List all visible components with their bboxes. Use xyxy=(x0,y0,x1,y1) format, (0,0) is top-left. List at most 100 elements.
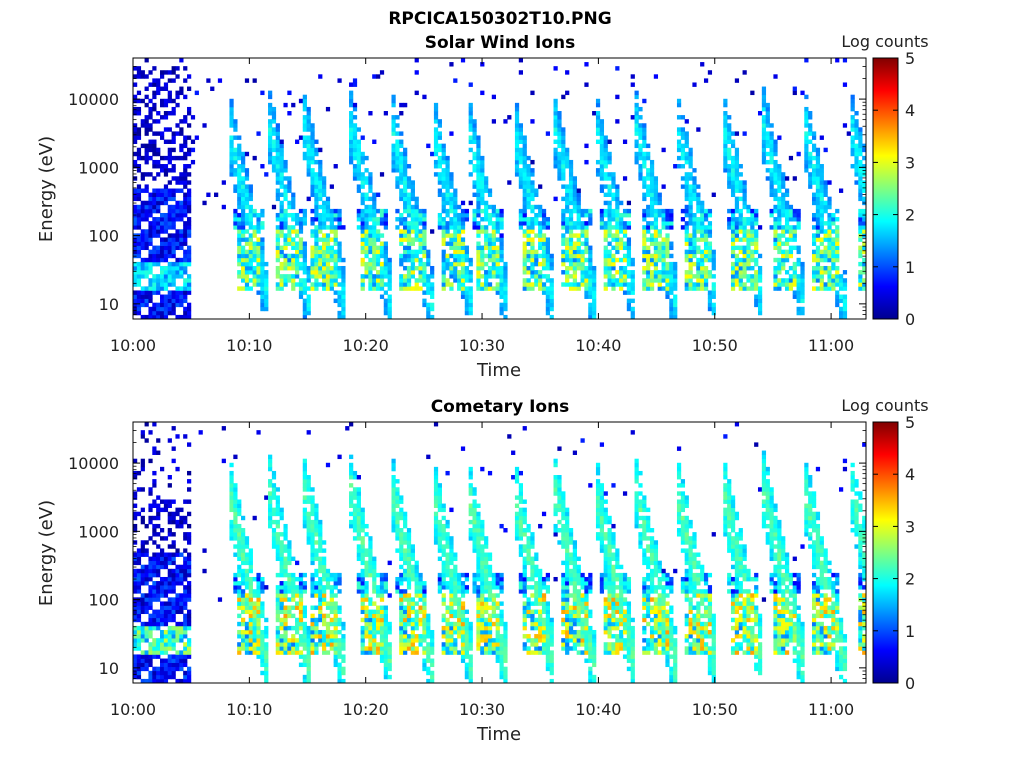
heatmap-cell xyxy=(133,270,138,275)
heatmap-cell xyxy=(765,106,770,112)
heatmap-cell xyxy=(703,274,709,279)
heatmap-cell xyxy=(460,212,466,218)
heatmap-cell xyxy=(595,119,601,124)
heatmap-cell xyxy=(264,658,269,663)
heatmap-cell xyxy=(622,270,628,275)
heatmap-cell xyxy=(568,164,574,169)
heatmap-cell xyxy=(484,241,489,246)
heatmap-cell xyxy=(811,274,817,279)
heatmap-cell xyxy=(642,159,647,165)
heatmap-cell xyxy=(599,221,605,226)
heatmap-cell xyxy=(322,253,327,259)
heatmap-cell xyxy=(796,217,801,222)
heatmap-cell xyxy=(244,605,250,610)
heatmap-cell xyxy=(160,507,165,513)
heatmap-cell xyxy=(684,282,689,287)
heatmap-cell xyxy=(183,176,188,181)
heatmap-cell xyxy=(784,176,790,181)
heatmap-cell xyxy=(568,184,574,189)
heatmap-cell xyxy=(808,155,813,161)
heatmap-cell xyxy=(237,241,242,246)
heatmap-cell xyxy=(727,155,732,161)
heatmap-cell xyxy=(271,483,277,488)
heatmap-cell xyxy=(437,176,442,181)
heatmap-cell xyxy=(256,650,261,655)
heatmap-cell xyxy=(746,278,751,283)
heatmap-cell xyxy=(468,294,473,299)
heatmap-cell xyxy=(160,499,165,504)
heatmap-cell xyxy=(133,552,138,557)
heatmap-cell xyxy=(133,131,138,136)
heatmap-cell xyxy=(295,241,300,246)
heatmap-cell xyxy=(167,552,172,557)
heatmap-cell xyxy=(858,176,863,181)
heatmap-cell xyxy=(379,253,385,259)
heatmap-cell xyxy=(819,212,824,218)
heatmap-cell xyxy=(379,270,385,275)
heatmap-cell xyxy=(287,589,292,594)
heatmap-cell xyxy=(514,143,520,149)
heatmap-cell xyxy=(538,282,543,287)
heatmap-cell xyxy=(187,581,192,586)
heatmap-cell xyxy=(553,106,558,112)
heatmap-cell xyxy=(688,188,693,193)
heatmap-cell xyxy=(136,245,142,251)
heatmap-cell xyxy=(167,90,172,96)
heatmap-cell xyxy=(140,629,145,635)
heatmap-cell xyxy=(167,241,172,246)
heatmap-cell xyxy=(862,184,867,189)
heatmap-cell xyxy=(530,221,535,226)
heatmap-cell xyxy=(136,310,142,316)
heatmap-cell xyxy=(314,151,319,157)
heatmap-cell xyxy=(295,245,300,251)
heatmap-cell xyxy=(603,261,608,267)
heatmap-cell xyxy=(156,164,161,169)
heatmap-cell xyxy=(476,245,481,251)
heatmap-cell xyxy=(221,426,226,431)
x-tick-label: 10:40 xyxy=(575,336,621,355)
heatmap-cell xyxy=(133,662,138,668)
heatmap-cell xyxy=(133,470,138,476)
heatmap-cell xyxy=(561,217,566,222)
heatmap-cell xyxy=(850,115,855,120)
heatmap-cell xyxy=(669,302,674,308)
heatmap-cell xyxy=(514,131,520,136)
heatmap-cell xyxy=(630,74,635,79)
heatmap-cell xyxy=(514,115,520,120)
heatmap-cell xyxy=(233,507,238,513)
heatmap-cell xyxy=(152,564,157,570)
heatmap-cell xyxy=(476,196,481,202)
heatmap-cell xyxy=(445,168,450,173)
heatmap-cell xyxy=(399,229,404,234)
heatmap-cell xyxy=(696,265,701,271)
heatmap-cell xyxy=(557,135,562,140)
heatmap-cell xyxy=(526,188,531,193)
heatmap-cell xyxy=(237,544,242,549)
heatmap-cell xyxy=(684,257,689,263)
heatmap-cell xyxy=(738,180,743,185)
heatmap-cell xyxy=(761,102,767,108)
heatmap-cell xyxy=(754,208,759,214)
heatmap-cell xyxy=(854,127,859,132)
x-tick-label: 10:00 xyxy=(110,336,156,355)
heatmap-cell xyxy=(399,221,404,226)
heatmap-cell xyxy=(175,66,180,71)
heatmap-cell xyxy=(349,115,354,120)
heatmap-cell xyxy=(665,265,670,271)
heatmap-cell xyxy=(495,245,500,251)
heatmap-cell xyxy=(287,278,292,283)
heatmap-cell xyxy=(661,147,666,153)
heatmap-cell xyxy=(163,617,169,623)
heatmap-cell xyxy=(769,143,774,149)
heatmap-cell xyxy=(167,613,172,619)
heatmap-cell xyxy=(187,597,192,602)
heatmap-cell xyxy=(831,249,836,255)
heatmap-cell xyxy=(152,609,157,615)
heatmap-cell xyxy=(541,265,547,271)
heatmap-cell xyxy=(233,519,238,525)
heatmap-cell xyxy=(441,278,446,283)
heatmap-cell xyxy=(827,245,832,251)
heatmap-cell xyxy=(765,115,770,120)
heatmap-cell xyxy=(329,282,334,287)
heatmap-cell xyxy=(815,270,821,275)
